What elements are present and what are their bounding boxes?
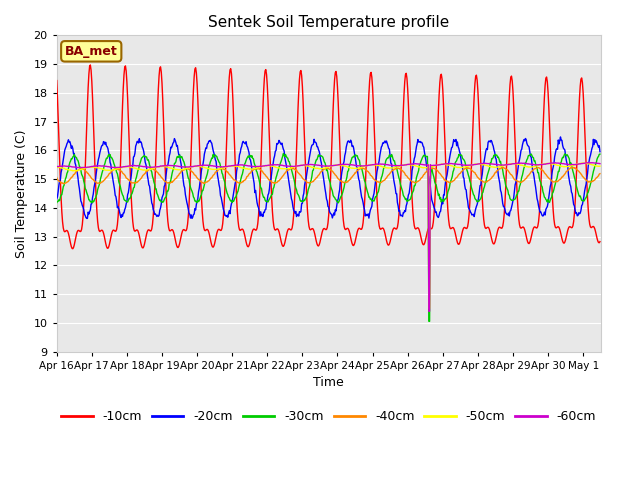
Title: Sentek Soil Temperature profile: Sentek Soil Temperature profile — [208, 15, 449, 30]
Legend: -10cm, -20cm, -30cm, -40cm, -50cm, -60cm: -10cm, -20cm, -30cm, -40cm, -50cm, -60cm — [56, 405, 601, 428]
X-axis label: Time: Time — [314, 376, 344, 389]
Y-axis label: Soil Temperature (C): Soil Temperature (C) — [15, 129, 28, 258]
Text: BA_met: BA_met — [65, 45, 118, 58]
